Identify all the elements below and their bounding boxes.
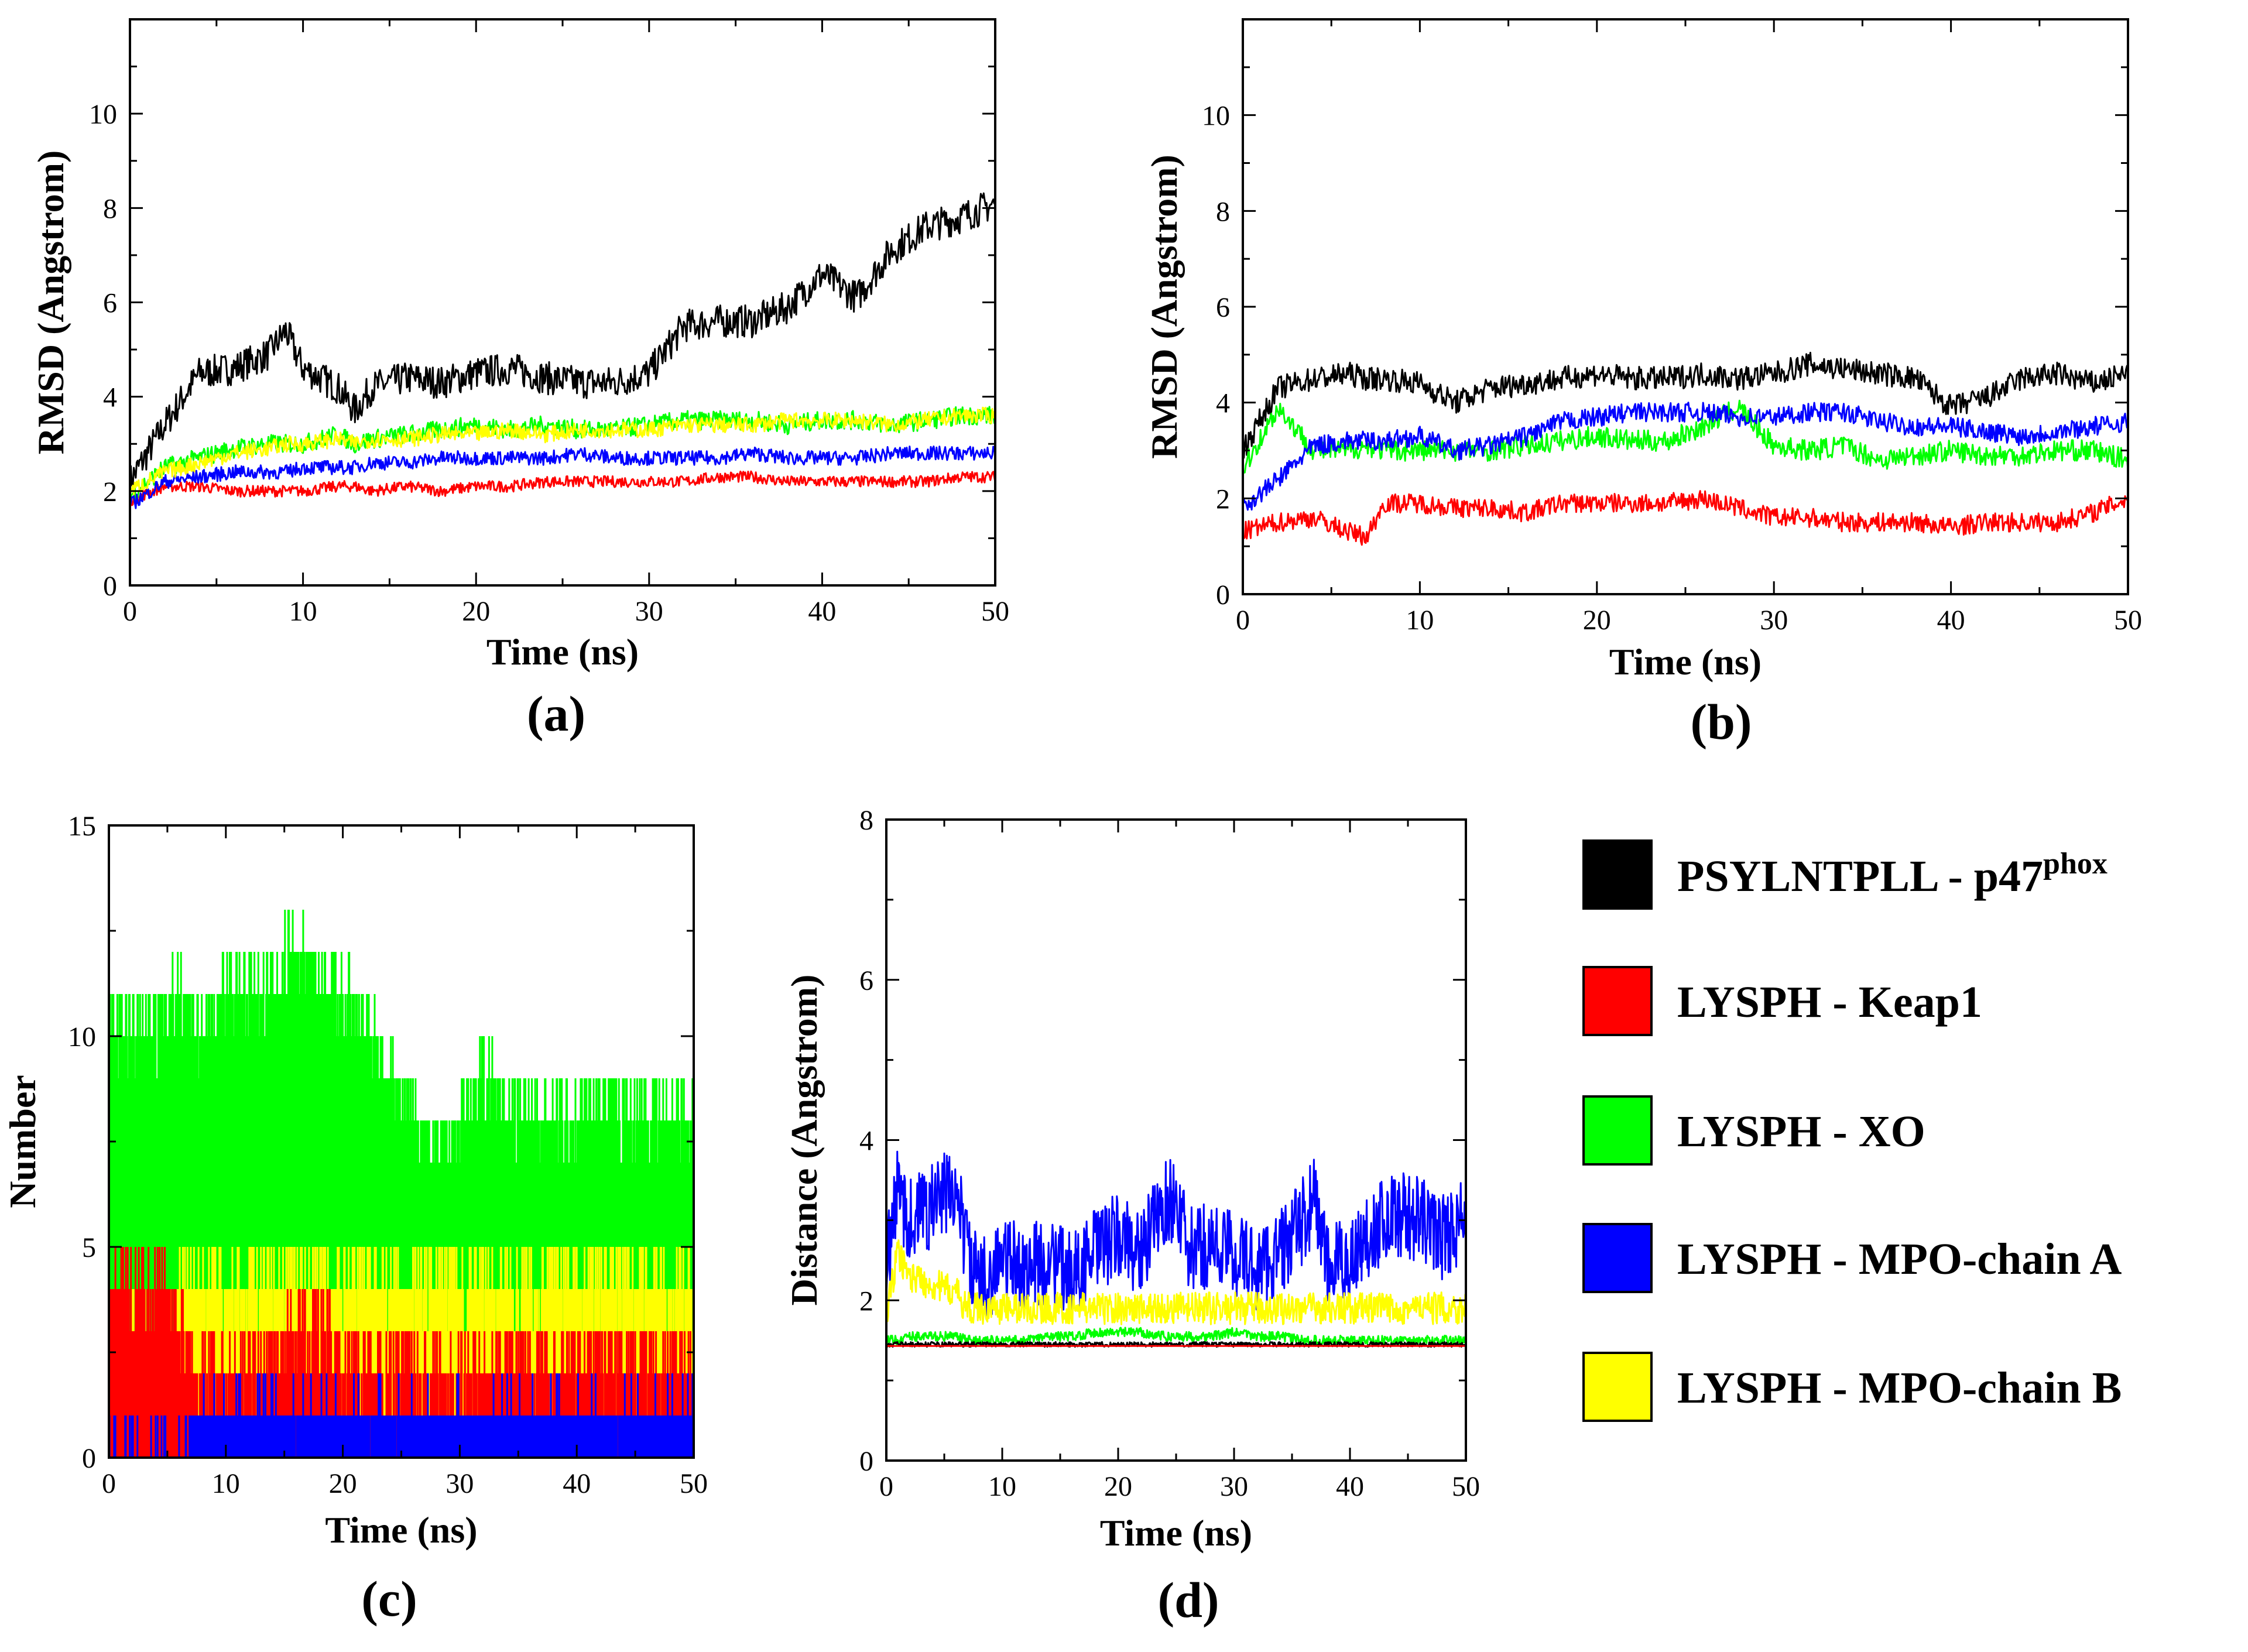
axes-frame <box>129 18 996 587</box>
x-tick-label: 30 <box>635 596 663 627</box>
series-line-psylntpll-p47phox <box>1243 351 2128 460</box>
legend-item: LYSPH - Keap1 <box>1582 966 1982 1036</box>
y-tick-label: 8 <box>103 193 117 224</box>
legend-label: LYSPH - MPO-chain A <box>1677 1235 2122 1284</box>
x-tick-label: 40 <box>1336 1471 1364 1502</box>
panel-c: 0 10 20 30 40 50 0 5 10 15 Time (ns) Number (c) <box>2 811 708 1627</box>
legend-swatch <box>1582 1352 1653 1422</box>
series-line-lysph-mpo-chain-a <box>130 445 995 509</box>
y-tick-label: 0 <box>103 571 117 602</box>
legend-item: LYSPH - MPO-chain A <box>1582 1223 2122 1293</box>
axes-frame <box>885 818 1467 1462</box>
panel-label: (a) <box>527 686 585 742</box>
legend-item: LYSPH - MPO-chain B <box>1582 1352 2122 1422</box>
legend-label: LYSPH - Keap1 <box>1677 978 1982 1027</box>
series-line-lysph-mpo-chain-b <box>886 1239 1466 1325</box>
x-tick-label: 30 <box>446 1468 474 1499</box>
series-line-lysph-mpo-chain-b <box>130 406 995 495</box>
y-tick-label: 10 <box>89 99 117 130</box>
x-tick-label: 50 <box>1452 1471 1480 1502</box>
legend-swatch <box>1582 1095 1653 1166</box>
x-axis-label: Time (ns) <box>1100 1512 1252 1554</box>
x-tick-label: 10 <box>212 1468 240 1499</box>
x-tick-label: 50 <box>680 1468 708 1499</box>
y-axis-label: RMSD (Angstrom) <box>1143 155 1185 459</box>
panel-a: 0 10 20 30 40 50 0 2 4 6 8 10 Time (ns) RMSD (Angstro… <box>30 18 1009 742</box>
panel-b: 0 10 20 30 40 50 0 2 4 6 8 10 Time (ns) RMSD (Angstro… <box>1143 18 2142 750</box>
x-axis-label: Time (ns) <box>486 631 639 673</box>
y-tick-label: 4 <box>859 1126 873 1157</box>
y-axis-label: RMSD (Angstrom) <box>30 150 71 455</box>
y-tick-label: 2 <box>103 477 117 508</box>
y-tick-label: 5 <box>82 1232 96 1263</box>
x-tick-label: 30 <box>1760 605 1788 636</box>
x-tick-label: 10 <box>988 1471 1016 1502</box>
x-tick-label: 40 <box>808 596 836 627</box>
series-line-lysph-keap1 <box>130 470 995 506</box>
x-tick-label: 50 <box>981 596 1009 627</box>
x-tick-label: 0 <box>1236 605 1250 636</box>
x-tick-label: 0 <box>879 1471 893 1502</box>
series-line-lysph-xo <box>1243 399 2128 476</box>
panel-d: 0 10 20 30 40 50 0 2 4 6 8 Time (ns) Distance (Angst… <box>783 805 1480 1628</box>
x-tick-label: 10 <box>1406 605 1434 636</box>
y-tick-label: 8 <box>1216 196 1230 227</box>
plot-area <box>130 192 995 509</box>
series-line-lysph-mpo-chain-a <box>886 1150 1466 1321</box>
y-tick-label: 6 <box>859 965 873 996</box>
y-tick-label: 4 <box>1216 388 1230 419</box>
legend-label: LYSPH - XO <box>1677 1107 1925 1156</box>
y-tick-label: 0 <box>859 1446 873 1477</box>
plot-area <box>1243 351 2128 546</box>
y-tick-label: 0 <box>82 1443 96 1474</box>
series-line-lysph-mpo-chain-a <box>1243 402 2128 511</box>
axes-frame <box>1242 18 2129 595</box>
y-tick-label: 10 <box>1202 101 1230 132</box>
panel-label: (b) <box>1690 694 1752 750</box>
panel-label: (c) <box>361 1571 417 1627</box>
legend-swatch <box>1582 1223 1653 1293</box>
legend-label: LYSPH - MPO-chain B <box>1677 1363 2122 1413</box>
plot-area <box>886 1150 1466 1348</box>
y-tick-label: 8 <box>859 805 873 836</box>
x-tick-label: 20 <box>329 1468 357 1499</box>
legend: PSYLNTPLL - p47phox LYSPH - Keap1 LYSPH … <box>1582 839 2122 1422</box>
x-tick-label: 0 <box>102 1468 116 1499</box>
legend-label: PSYLNTPLL - p47phox <box>1677 847 2108 901</box>
panel-label: (d) <box>1157 1572 1219 1628</box>
x-tick-label: 20 <box>1583 605 1611 636</box>
x-tick-label: 10 <box>289 596 317 627</box>
x-tick-label: 40 <box>1937 605 1965 636</box>
y-tick-label: 6 <box>1216 292 1230 323</box>
x-tick-label: 20 <box>462 596 490 627</box>
y-axis-label: Distance (Angstrom) <box>783 975 825 1306</box>
x-tick-label: 20 <box>1104 1471 1132 1502</box>
y-tick-label: 6 <box>103 288 117 319</box>
series-line-lysph-xo <box>886 1327 1466 1346</box>
x-axis-label: Time (ns) <box>1609 641 1762 683</box>
legend-swatch <box>1582 966 1653 1036</box>
y-tick-label: 4 <box>103 382 117 413</box>
x-tick-label: 0 <box>123 596 137 627</box>
series-line-lysph-keap1 <box>1243 490 2128 546</box>
x-axis-label: Time (ns) <box>325 1509 477 1551</box>
series-line-psylntpll-p47phox <box>130 192 995 498</box>
y-tick-label: 2 <box>859 1286 873 1317</box>
plot-area <box>109 910 694 1458</box>
y-tick-label: 0 <box>1216 580 1230 611</box>
y-tick-label: 15 <box>68 811 96 842</box>
y-axis-label: Number <box>2 1075 43 1208</box>
legend-item: PSYLNTPLL - p47phox <box>1582 839 2108 910</box>
legend-item: LYSPH - XO <box>1582 1095 1925 1166</box>
y-tick-label: 10 <box>68 1022 96 1053</box>
legend-swatch <box>1582 839 1653 910</box>
x-tick-label: 40 <box>563 1468 591 1499</box>
y-tick-label: 2 <box>1216 484 1230 515</box>
x-tick-label: 50 <box>2114 605 2142 636</box>
x-tick-label: 30 <box>1220 1471 1248 1502</box>
